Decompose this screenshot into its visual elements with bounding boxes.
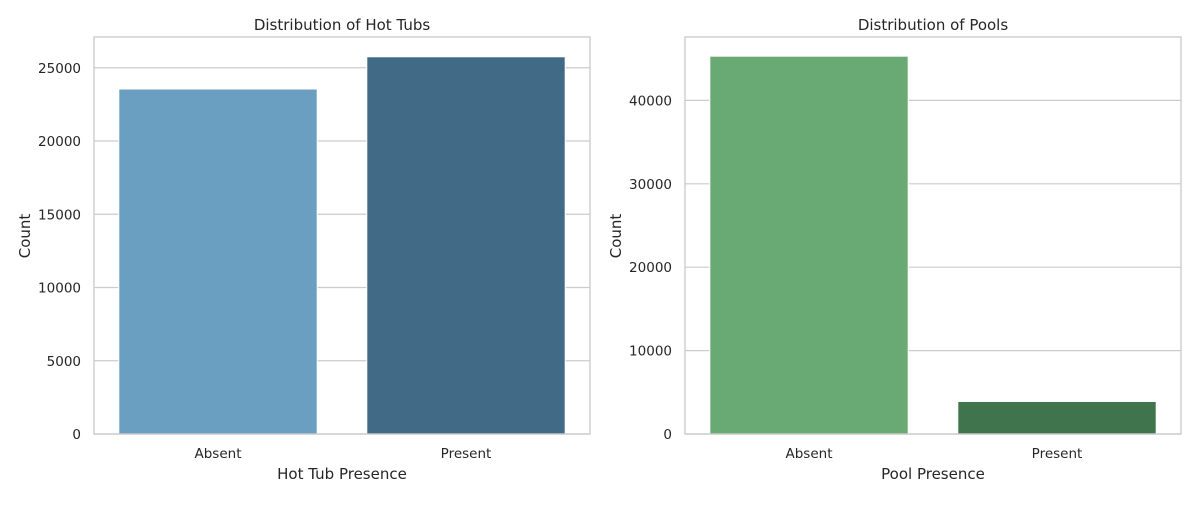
plot-frame [684,36,1182,435]
y-tick-label: 10000 [629,344,672,360]
bar-present [366,56,566,435]
y-tick-label: 30000 [629,177,672,193]
y-tick-label: 5000 [47,354,81,370]
bar-absent [709,55,909,435]
bar-absent [118,88,318,435]
chart-title: Distribution of Hot Tubs [254,16,431,34]
x-axis-label: Hot Tub Presence [277,465,407,483]
chart-hot-tubs: Distribution of Hot Tubs Hot Tub Presenc… [16,16,591,483]
y-tick-label: 40000 [629,93,672,109]
y-tick-label: 25000 [38,61,81,77]
y-tick-label: 20000 [38,134,81,150]
y-axis-label: Count [16,214,34,259]
x-tick-label: Absent [786,446,833,462]
y-tick-label: 15000 [38,207,81,223]
x-axis-label: Pool Presence [881,465,985,483]
y-tick-label: 0 [663,427,672,443]
y-tick-label: 0 [72,427,81,443]
chart-pools: Distribution of Pools Pool Presence Coun… [607,16,1182,483]
y-tick-label: 10000 [38,281,81,297]
y-tick-label: 20000 [629,260,672,276]
y-axis-label: Count [607,214,625,259]
x-tick-label: Absent [195,446,242,462]
plot-frame [93,36,591,435]
x-tick-label: Present [441,446,492,462]
x-tick-label: Present [1032,446,1083,462]
chart-title: Distribution of Pools [858,16,1009,34]
bar-present [957,400,1157,435]
